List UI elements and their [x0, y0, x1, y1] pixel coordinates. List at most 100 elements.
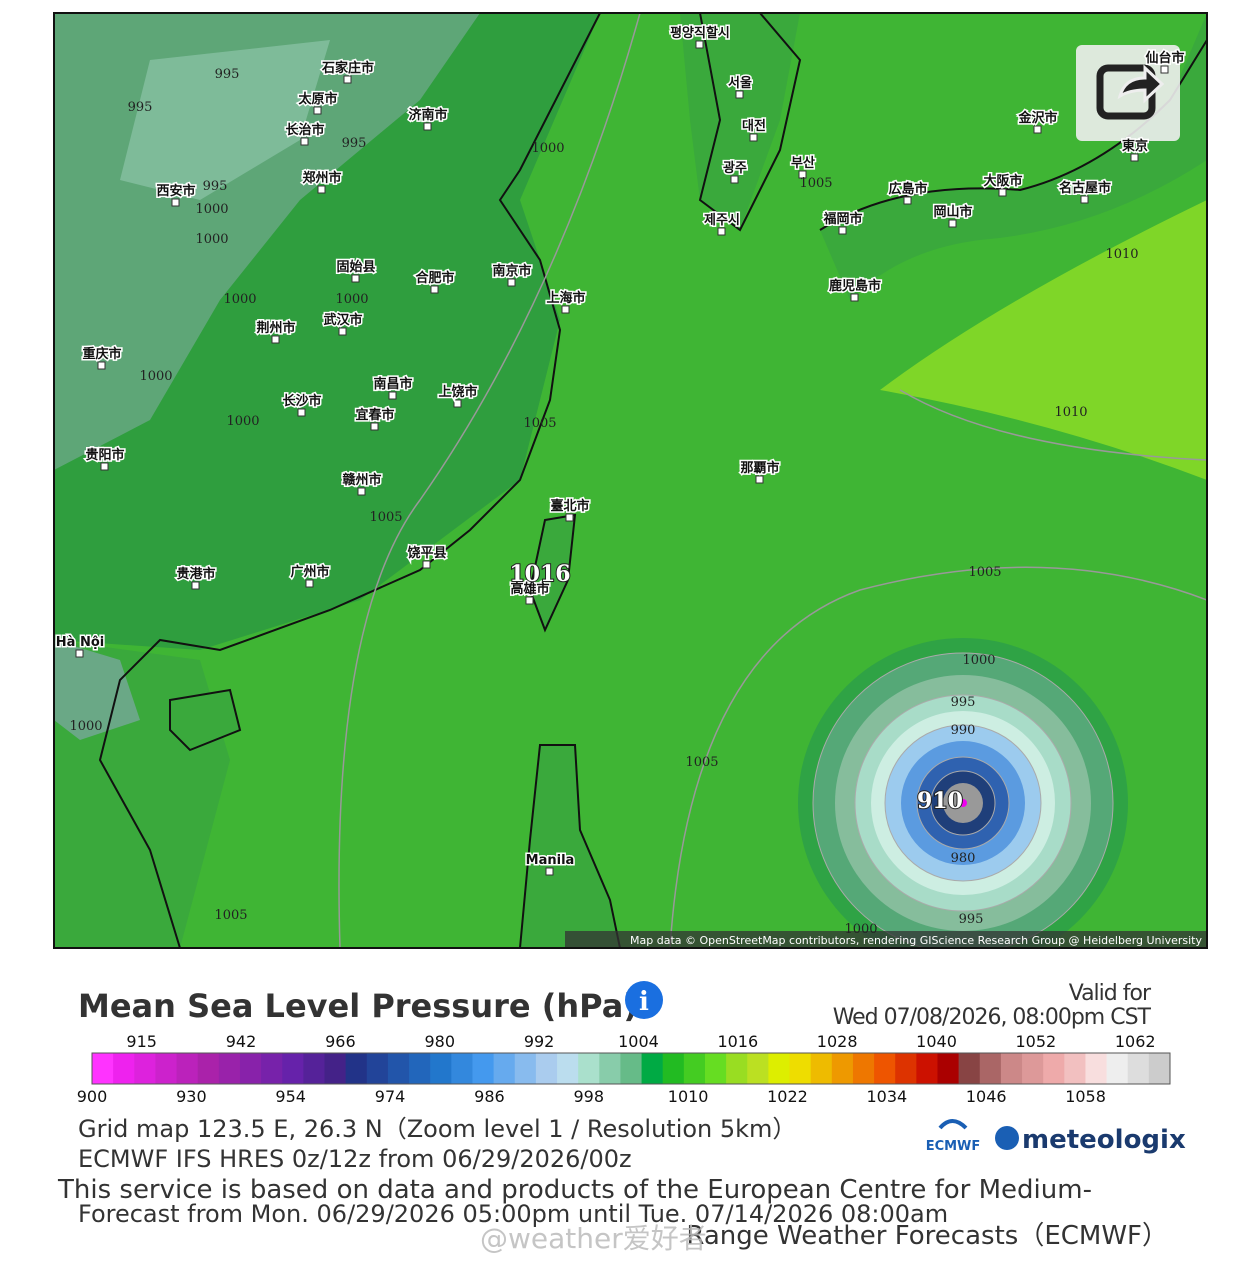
city-label: 济南市 — [408, 107, 447, 123]
city-label: 长治市 — [285, 122, 324, 138]
color-cell — [92, 1053, 114, 1084]
city-label: 固始县 — [336, 259, 375, 275]
color-cell — [958, 1053, 981, 1084]
meteologix-logo: meteologix — [995, 1125, 1186, 1155]
city-label: 仙台市 — [1145, 50, 1184, 66]
scale-tick-label: 1052 — [1016, 1032, 1057, 1051]
city-label: 東京 — [1122, 138, 1148, 154]
scale-tick-label: 1022 — [767, 1087, 808, 1106]
isobar-label: 1000 — [223, 292, 256, 307]
scale-tick-label: 1028 — [817, 1032, 858, 1051]
city-label: 那覇市 — [740, 460, 779, 476]
color-cell — [1043, 1053, 1065, 1084]
scale-tick-label: 966 — [325, 1032, 356, 1051]
attribution: Map data © OpenStreetMap contributors, r… — [630, 934, 1202, 947]
city-label: 石家庄市 — [321, 60, 374, 76]
city-marker — [317, 185, 326, 194]
isobar-label: 1000 — [139, 369, 172, 384]
scale-tick-label: 942 — [226, 1032, 257, 1051]
city-label: 鹿児島市 — [829, 278, 881, 294]
svg-text:i: i — [639, 987, 649, 1017]
city-marker — [1130, 153, 1139, 162]
city-label: 광주 — [723, 161, 747, 176]
color-cell — [578, 1053, 600, 1084]
city-marker — [1160, 65, 1169, 74]
city-marker — [998, 188, 1007, 197]
city-marker — [100, 462, 109, 471]
color-cell — [303, 1053, 326, 1084]
isobar-label: 1000 — [335, 292, 368, 307]
city-marker — [730, 175, 739, 184]
city-marker — [305, 579, 314, 588]
color-scale: 900 930 954 974 986 998 1010 1022 1034 1046 1058 91… — [77, 1032, 1171, 1106]
ecmwf-logo: ECMWF — [926, 1119, 980, 1154]
plateau — [120, 40, 330, 200]
color-cell — [1148, 1053, 1171, 1084]
high-pressure-area — [880, 200, 1207, 480]
land-japan — [820, 13, 1207, 300]
scale-frame — [91, 1052, 1171, 1085]
city-marker — [507, 278, 516, 287]
city-label: 荆州市 — [256, 320, 295, 336]
color-cell — [662, 1053, 685, 1084]
color-cell — [895, 1053, 917, 1084]
scale-tick-label: 1004 — [618, 1032, 659, 1051]
city-marker — [271, 335, 280, 344]
city-label: 名古屋市 — [1059, 180, 1111, 196]
color-cell — [641, 1053, 664, 1084]
svg-text:meteologix: meteologix — [1022, 1125, 1186, 1155]
info-line: This service is based on data and produc… — [57, 1175, 1092, 1205]
land-vietnam-high — [54, 640, 140, 740]
city-label: 饶平县 — [407, 545, 446, 561]
scale-tick-label: 1040 — [916, 1032, 957, 1051]
isobar-label: 980 — [951, 851, 976, 866]
scale-tick-label: 954 — [275, 1087, 306, 1106]
city-marker — [838, 226, 847, 235]
isobar-label: 1000 — [962, 653, 995, 668]
scale-tick-label: 1034 — [866, 1087, 907, 1106]
city-marker — [338, 327, 347, 336]
city-label: 南昌市 — [373, 376, 412, 392]
color-cell — [1127, 1053, 1150, 1084]
scale-tick-label: 1062 — [1115, 1032, 1156, 1051]
city-label: 郑州市 — [302, 170, 341, 186]
city-marker — [343, 75, 352, 84]
isobar-label: 1000 — [531, 141, 564, 156]
city-label: 제주시 — [704, 213, 740, 228]
scale-tick-label: 1010 — [668, 1087, 709, 1106]
color-cell — [535, 1053, 558, 1084]
city-label: 岡山市 — [933, 204, 972, 220]
city-label: 上海市 — [546, 290, 585, 306]
city-marker — [1033, 125, 1042, 134]
city-label: 贵阳市 — [85, 447, 124, 463]
isobar-label: 910 — [917, 788, 963, 814]
scale-tick-label: 986 — [474, 1087, 505, 1106]
city-marker — [545, 867, 554, 876]
scale-tick-label: 998 — [574, 1087, 605, 1106]
city-marker — [370, 422, 379, 431]
city-label: 上饶市 — [438, 384, 477, 400]
color-cell — [1064, 1053, 1086, 1084]
city-label: 福岡市 — [822, 211, 862, 227]
map: Map data © OpenStreetMap contributors, r… — [54, 13, 1207, 948]
color-cell — [937, 1053, 960, 1084]
isobar-label: 995 — [951, 695, 976, 710]
city-marker — [422, 560, 431, 569]
city-label: 长沙市 — [282, 393, 321, 409]
city-label: 太原市 — [297, 91, 337, 107]
color-cell — [810, 1053, 833, 1084]
scale-tick-label: 900 — [77, 1087, 108, 1106]
city-label: 南京市 — [492, 263, 531, 279]
color-cell — [874, 1053, 896, 1084]
color-cell — [1085, 1053, 1108, 1084]
color-cell — [726, 1053, 748, 1084]
city-marker — [297, 408, 306, 417]
info-icon[interactable]: i — [625, 981, 663, 1019]
watermark: @weather爱好者 — [480, 1222, 707, 1255]
share-button[interactable] — [1076, 45, 1180, 141]
city-label: 서울 — [728, 75, 752, 91]
city-label: 高雄市 — [510, 581, 549, 597]
info-line: Range Weather Forecasts（ECMWF） — [686, 1221, 1168, 1251]
color-cell — [1106, 1053, 1129, 1084]
color-cell — [599, 1053, 621, 1084]
